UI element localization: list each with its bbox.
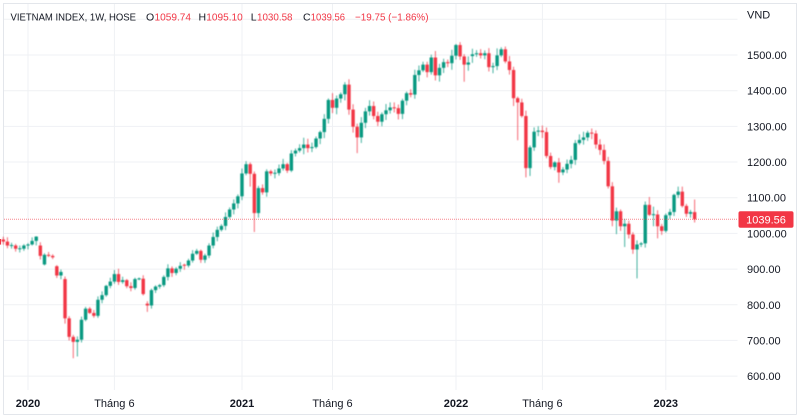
svg-text:2022: 2022 <box>444 398 468 410</box>
svg-text:2023: 2023 <box>654 398 678 410</box>
svg-text:C: C <box>303 12 311 24</box>
svg-text:1030.58: 1030.58 <box>257 12 293 24</box>
svg-text:900.00: 900.00 <box>747 264 781 276</box>
svg-text:1300.00: 1300.00 <box>747 121 787 133</box>
svg-text:Tháng 6: Tháng 6 <box>312 398 352 410</box>
svg-text:700.00: 700.00 <box>747 335 781 347</box>
svg-text:Tháng 6: Tháng 6 <box>94 398 134 410</box>
svg-text:VND: VND <box>747 9 770 21</box>
svg-text:1039.56: 1039.56 <box>311 12 345 24</box>
svg-text:1039.56: 1039.56 <box>746 214 786 226</box>
svg-text:L: L <box>251 12 257 24</box>
svg-text:Tháng 6: Tháng 6 <box>522 398 562 410</box>
svg-text:1100.00: 1100.00 <box>747 193 786 205</box>
svg-text:VIETNAM INDEX, 1W, HOSE: VIETNAM INDEX, 1W, HOSE <box>11 12 137 24</box>
svg-text:H: H <box>199 12 207 24</box>
svg-text:1059.74: 1059.74 <box>155 12 192 24</box>
svg-text:2020: 2020 <box>16 398 40 410</box>
svg-text:1000.00: 1000.00 <box>747 228 787 240</box>
svg-text:1500.00: 1500.00 <box>747 50 787 62</box>
svg-text:1400.00: 1400.00 <box>747 86 787 98</box>
svg-text:600.00: 600.00 <box>747 371 781 383</box>
svg-text:800.00: 800.00 <box>747 300 781 312</box>
svg-text:2021: 2021 <box>230 398 254 410</box>
svg-text:1095.10: 1095.10 <box>206 12 243 24</box>
svg-text:1200.00: 1200.00 <box>747 157 787 169</box>
svg-text:O: O <box>146 12 154 24</box>
svg-text:−19.75 (−1.86%): −19.75 (−1.86%) <box>355 12 429 24</box>
